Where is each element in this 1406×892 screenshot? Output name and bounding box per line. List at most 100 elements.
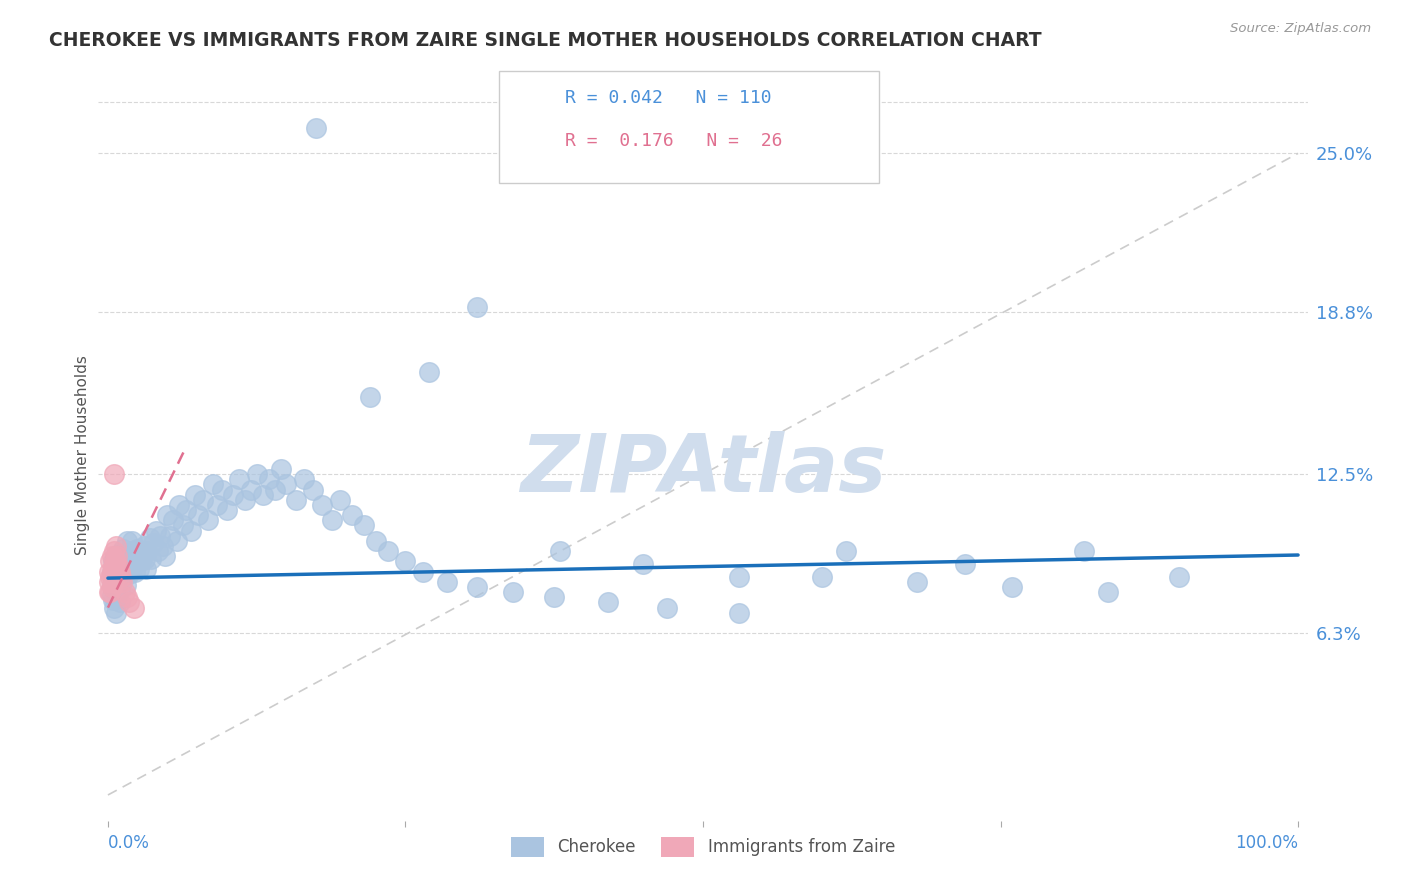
Point — [1168, 570, 1191, 584]
Point — [114, 565, 136, 579]
Point — [276, 477, 298, 491]
Point — [1073, 544, 1095, 558]
Text: Source: ZipAtlas.com: Source: ZipAtlas.com — [1230, 22, 1371, 36]
Point — [311, 498, 333, 512]
Point — [114, 585, 136, 599]
Text: R =  0.176   N =  26: R = 0.176 N = 26 — [565, 132, 783, 150]
Point — [159, 529, 181, 543]
Point — [114, 577, 136, 591]
Point — [105, 554, 128, 568]
Point — [340, 508, 363, 523]
Point — [153, 549, 176, 564]
Point — [270, 462, 292, 476]
Point — [124, 565, 146, 579]
Point — [107, 591, 129, 605]
Point — [152, 539, 174, 553]
Point — [835, 544, 858, 558]
Point — [412, 565, 434, 579]
Point — [101, 593, 124, 607]
Point — [98, 585, 121, 599]
Point — [122, 544, 145, 558]
Point — [139, 552, 162, 566]
Point — [263, 483, 285, 497]
Point — [321, 513, 343, 527]
Point — [149, 529, 172, 543]
Point — [122, 554, 145, 568]
Point — [98, 570, 121, 584]
Point — [305, 120, 328, 135]
Point — [184, 488, 207, 502]
Point — [129, 554, 152, 568]
Point — [239, 483, 262, 497]
Point — [353, 518, 375, 533]
Point — [465, 301, 488, 315]
Text: ZIPAtlas: ZIPAtlas — [520, 431, 886, 508]
Point — [172, 518, 194, 533]
Point — [107, 549, 129, 564]
Point — [136, 544, 159, 558]
Text: 100.0%: 100.0% — [1234, 834, 1298, 852]
Point — [108, 565, 131, 579]
Point — [120, 547, 142, 561]
Point — [394, 554, 416, 568]
Point — [117, 557, 139, 571]
Point — [211, 483, 233, 497]
Point — [285, 492, 308, 507]
Point — [252, 488, 274, 502]
Point — [135, 562, 157, 576]
Text: R = 0.042   N = 110: R = 0.042 N = 110 — [565, 89, 772, 107]
Point — [257, 472, 280, 486]
Point — [105, 570, 128, 584]
Point — [101, 574, 124, 589]
Point — [215, 503, 238, 517]
Point — [98, 574, 121, 589]
Point — [169, 498, 191, 512]
Point — [156, 508, 179, 523]
Point — [107, 559, 129, 574]
Point — [127, 552, 149, 566]
Point — [111, 574, 134, 589]
Point — [103, 467, 125, 482]
Point — [146, 544, 169, 558]
Point — [122, 600, 145, 615]
Point — [377, 544, 399, 558]
Point — [128, 562, 150, 576]
Point — [138, 532, 160, 546]
Point — [502, 585, 524, 599]
Point — [633, 557, 655, 571]
Point — [162, 513, 184, 527]
Point — [292, 472, 315, 486]
Point — [111, 570, 134, 584]
Point — [953, 557, 976, 571]
Point — [104, 554, 127, 568]
Point — [100, 565, 122, 579]
Point — [201, 477, 224, 491]
Point — [222, 488, 245, 502]
Point — [548, 544, 571, 558]
Point — [125, 541, 148, 556]
Point — [176, 503, 198, 517]
Point — [132, 539, 155, 553]
Point — [1097, 585, 1119, 599]
Point — [103, 600, 125, 615]
Point — [103, 544, 125, 558]
Point — [112, 541, 135, 556]
Point — [359, 390, 381, 404]
Point — [98, 565, 121, 579]
Point — [115, 591, 138, 605]
Point — [107, 547, 129, 561]
Legend: Cherokee, Immigrants from Zaire: Cherokee, Immigrants from Zaire — [505, 830, 901, 863]
Point — [110, 570, 132, 584]
Point — [301, 483, 323, 497]
Point — [142, 536, 165, 550]
Point — [114, 549, 136, 564]
Point — [105, 539, 128, 553]
Point — [418, 364, 440, 378]
Point — [98, 585, 121, 599]
Point — [436, 574, 458, 589]
Point — [118, 595, 141, 609]
Point — [180, 524, 202, 538]
Point — [107, 574, 129, 589]
Point — [465, 580, 488, 594]
Point — [905, 574, 928, 589]
